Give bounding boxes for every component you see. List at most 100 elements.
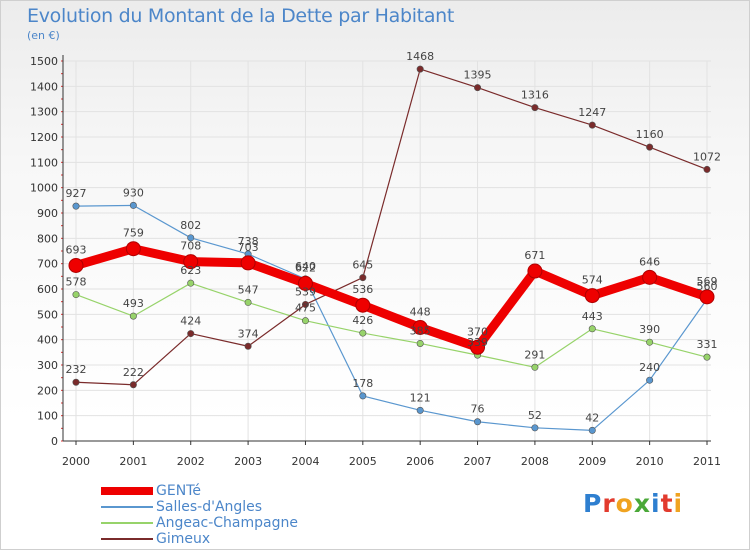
point-gent <box>183 254 199 270</box>
value-label-gimeux: 645 <box>352 259 373 272</box>
legend-swatch <box>101 538 153 540</box>
point-salles-d-angles <box>646 376 654 384</box>
point-angeac-champagne <box>416 339 424 347</box>
point-gent <box>297 275 313 291</box>
legend-label: Gimeux <box>156 531 211 547</box>
value-label-gimeux: 222 <box>123 366 144 379</box>
value-label-gent: 708 <box>180 240 201 253</box>
point-gimeux <box>416 65 424 73</box>
value-label-angeac-champagne: 331 <box>697 338 718 351</box>
y-tick-label: 1100 <box>30 156 58 169</box>
legend: GENTé Salles-d'Angles Angeac-Champagne G… <box>101 483 421 547</box>
logo-letter: i <box>673 489 684 518</box>
chart-unit-subtitle: (en €) <box>27 29 60 42</box>
value-label-salles-d-angles: 42 <box>585 411 599 424</box>
point-salles-d-angles <box>416 406 424 414</box>
x-tick-label: 2000 <box>62 455 90 468</box>
point-salles-d-angles <box>474 418 482 426</box>
y-tick-label: 500 <box>37 308 58 321</box>
point-gimeux <box>474 84 482 92</box>
value-label-gimeux: 1072 <box>693 150 721 163</box>
legend-label: Salles-d'Angles <box>156 499 263 515</box>
point-gimeux <box>359 274 367 282</box>
value-label-angeac-champagne: 623 <box>180 264 201 277</box>
series-lines <box>71 68 712 431</box>
point-gent <box>470 339 486 355</box>
value-label-gimeux: 1468 <box>406 50 434 63</box>
value-label-salles-d-angles: 560 <box>697 280 718 293</box>
point-angeac-champagne <box>187 279 195 287</box>
value-label-gent: 646 <box>639 255 660 268</box>
point-angeac-champagne <box>301 317 309 325</box>
value-label-gent: 703 <box>238 241 259 254</box>
logo-letter: r <box>602 489 616 518</box>
value-label-angeac-champagne: 475 <box>295 302 316 315</box>
value-label-gimeux: 1395 <box>464 69 492 82</box>
point-gimeux <box>301 300 309 308</box>
legend-item-salles-d-angles: Salles-d'Angles <box>101 499 421 515</box>
point-gimeux <box>703 165 711 173</box>
value-label-gent: 622 <box>295 261 316 274</box>
value-label-gent: 671 <box>524 249 545 262</box>
chart-title: Evolution du Montant de la Dette par Hab… <box>27 5 455 27</box>
point-gimeux <box>187 330 195 338</box>
legend-label: GENTé <box>156 483 201 499</box>
point-salles-d-angles <box>129 201 137 209</box>
axes: 0 100 200 300 400 500 600 700 800 900 1000 1100 1200… <box>30 55 721 468</box>
point-angeac-champagne <box>588 325 596 333</box>
value-label-gimeux: 539 <box>295 285 316 298</box>
value-label-gimeux: 374 <box>238 327 259 340</box>
x-tick-label: 2006 <box>406 455 434 468</box>
value-label-angeac-champagne: 547 <box>238 283 259 296</box>
x-tick-label: 2003 <box>234 455 262 468</box>
logo-letter: P <box>583 489 603 518</box>
value-label-gent: 574 <box>582 274 603 287</box>
value-label-angeac-champagne: 390 <box>639 323 660 336</box>
value-label-angeac-champagne: 291 <box>524 348 545 361</box>
y-tick-label: 1200 <box>30 131 58 144</box>
x-tick-label: 2009 <box>578 455 606 468</box>
series-line-gent <box>71 244 712 352</box>
point-gimeux <box>588 121 596 129</box>
x-tick-label: 2007 <box>464 455 492 468</box>
point-salles-d-angles <box>72 202 80 210</box>
point-salles-d-angles <box>531 424 539 432</box>
point-angeac-champagne <box>703 353 711 361</box>
point-gent <box>527 263 543 279</box>
value-label-salles-d-angles: 178 <box>352 377 373 390</box>
value-label-angeac-champagne: 339 <box>467 336 488 349</box>
value-label-gimeux: 424 <box>180 315 201 328</box>
y-tick-label: 1000 <box>30 182 58 195</box>
point-gimeux <box>244 342 252 350</box>
x-tick-label: 2005 <box>349 455 377 468</box>
value-label-salles-d-angles: 52 <box>528 409 542 422</box>
series-line-gimeux <box>75 68 708 386</box>
proxiti-logo: Proxiti <box>583 489 683 518</box>
value-label-gent: 448 <box>410 306 431 319</box>
y-tick-label: 1500 <box>30 55 58 68</box>
y-tick-label: 0 <box>51 435 58 448</box>
point-gent <box>355 297 371 313</box>
value-label-gent: 370 <box>467 325 488 338</box>
series-line-salles-d-angles <box>75 204 708 431</box>
y-tick-label: 1300 <box>30 106 58 119</box>
y-tick-label: 1400 <box>30 80 58 93</box>
value-label-salles-d-angles: 738 <box>238 235 259 248</box>
y-tick-label: 800 <box>37 232 58 245</box>
legend-swatch <box>101 487 153 495</box>
legend-item-angeac-champagne: Angeac-Champagne <box>101 515 421 531</box>
point-salles-d-angles <box>588 426 596 434</box>
point-gimeux <box>646 143 654 151</box>
value-label-salles-d-angles: 640 <box>295 260 316 273</box>
value-label-gimeux: 1247 <box>578 106 606 119</box>
logo-letter: o <box>615 489 634 518</box>
legend-label: Angeac-Champagne <box>156 515 298 531</box>
x-tick-label: 2001 <box>119 455 147 468</box>
point-angeac-champagne <box>129 312 137 320</box>
value-label-salles-d-angles: 930 <box>123 186 144 199</box>
legend-swatch <box>101 506 153 508</box>
legend-item-gimeux: Gimeux <box>101 531 421 547</box>
value-label-angeac-champagne: 578 <box>66 276 87 289</box>
value-label-gent: 759 <box>123 227 144 240</box>
value-label-salles-d-angles: 927 <box>66 187 87 200</box>
